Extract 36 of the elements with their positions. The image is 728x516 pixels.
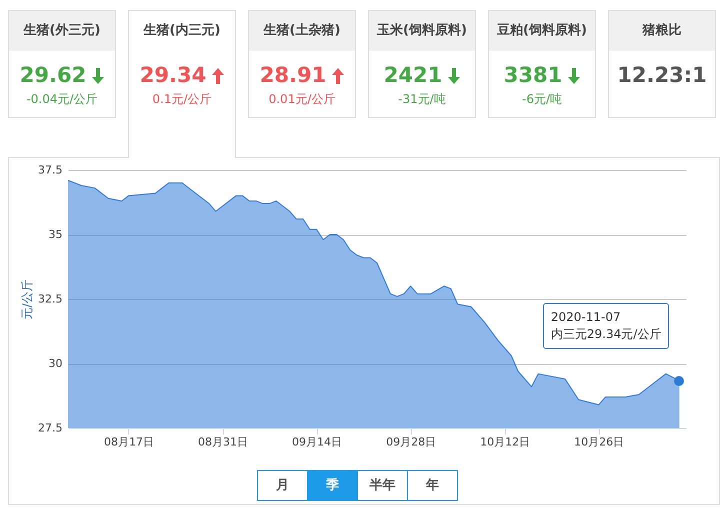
data-label: -6元/吨 [520, 91, 563, 108]
text: 12.23:1 [617, 63, 707, 87]
text: 月 [275, 477, 290, 495]
y-tick-label: 32.5 [38, 292, 62, 306]
y-tick-label: 37.5 [38, 164, 62, 176]
x-tick-label: 10月12日 [480, 436, 530, 448]
text: 28.91 [260, 63, 326, 87]
data-label: -0.04元/公斤 [25, 91, 99, 108]
x-tick-label: 09月28日 [386, 436, 436, 448]
data-label: 0.01元/公斤 [268, 91, 336, 108]
y-tick-label: 27.5 [38, 422, 62, 434]
tooltip-box: 2020-11-07 内三元29.34元/公斤 [542, 302, 670, 349]
x-tick-label: 10月26日 [574, 436, 624, 448]
y-tick-label: 35 [48, 228, 62, 241]
category-label: 生猪(内三元) [129, 11, 235, 51]
annotation: 内三元29.34元/公斤 [550, 326, 662, 343]
text: 2421 [384, 63, 442, 87]
y-axis-title: 元/公斤 [20, 279, 34, 320]
category-label: 猪粮比 [609, 11, 715, 51]
x-tick-label: 08月31日 [198, 436, 248, 448]
text: 季 [307, 471, 357, 500]
x-tick-label: 09月14日 [292, 436, 342, 448]
category-label: 生猪(土杂猪) [249, 11, 355, 51]
text: 3381 [504, 63, 562, 87]
category-label: 玉米(饲料原料) [369, 11, 475, 51]
text: 29.34 [140, 63, 206, 87]
category-label: 豆粕(饲料原料) [489, 11, 595, 51]
x-tick-label: 08月17日 [104, 436, 154, 448]
text: 半年 [357, 471, 407, 500]
text: 29.62 [20, 63, 86, 87]
data-label: -31元/吨 [397, 91, 447, 108]
annotation: 2020-11-07 [550, 308, 622, 326]
text: 年 [407, 471, 457, 500]
data-label: 0.1元/公斤 [151, 91, 213, 108]
category-label: 生猪(外三元) [9, 11, 115, 51]
y-tick-label: 30 [48, 357, 62, 370]
